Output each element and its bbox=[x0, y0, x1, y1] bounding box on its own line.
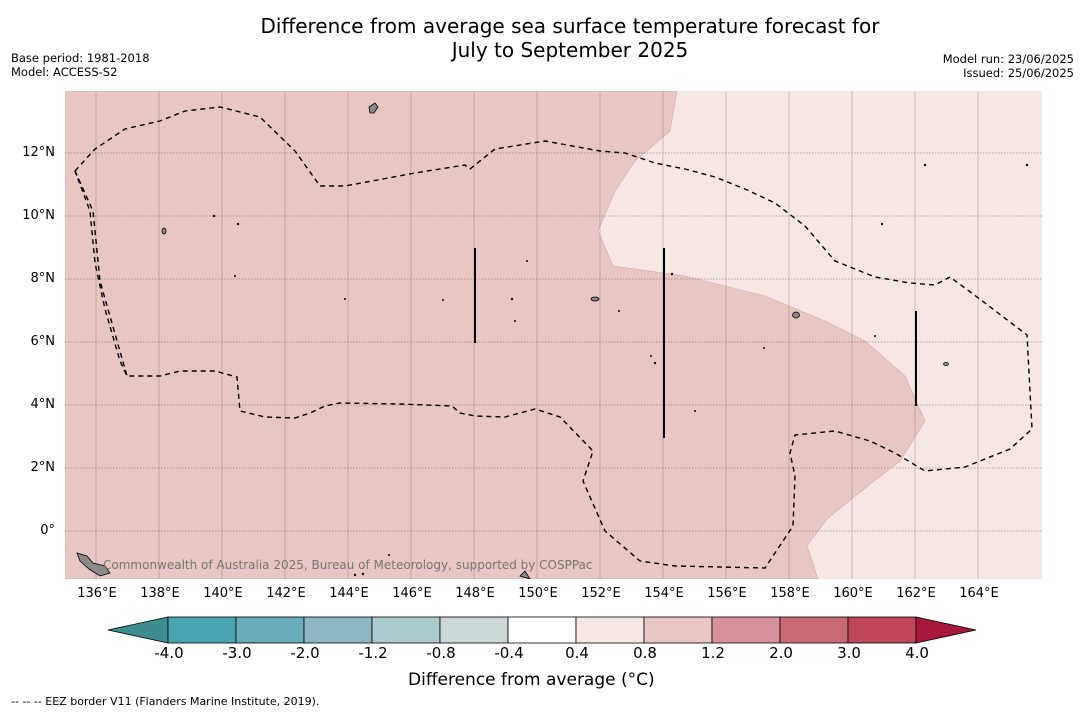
eez-palau-fsm-west bbox=[74, 106, 1033, 569]
lat-label-10n: 10°N bbox=[22, 208, 55, 223]
lon-label-154e: 154°E bbox=[644, 586, 684, 601]
lon-label-152e: 152°E bbox=[581, 586, 621, 601]
colorbar-segment bbox=[643, 616, 713, 644]
colorbar-segment bbox=[371, 616, 441, 644]
title-line-1: Difference from average sea surface temp… bbox=[260, 14, 880, 38]
guam-island bbox=[368, 102, 379, 114]
colorbar-extend-low bbox=[107, 616, 169, 644]
meta-right: Model run: 23/06/2025 Issued: 25/06/2025 bbox=[943, 52, 1074, 80]
colorbar-segment bbox=[439, 616, 509, 644]
lon-label-158e: 158°E bbox=[770, 586, 810, 601]
lon-label-142e: 142°E bbox=[266, 586, 306, 601]
meta-left: Base period: 1981-2018 Model: ACCESS-S2 bbox=[11, 51, 150, 79]
colorbar-tick: 1.2 bbox=[701, 644, 725, 662]
islands bbox=[76, 102, 1029, 579]
lon-label-146e: 146°E bbox=[392, 586, 432, 601]
colorbar-segment bbox=[235, 616, 305, 644]
title-line-2: July to September 2025 bbox=[451, 38, 689, 62]
lon-label-148e: 148°E bbox=[455, 586, 495, 601]
copyright-text: Commonwealth of Australia 2025, Bureau o… bbox=[103, 558, 593, 572]
colorbar-tick: 4.0 bbox=[905, 644, 929, 662]
colorbar-tick: -0.4 bbox=[494, 644, 524, 662]
model-run: Model run: 23/06/2025 bbox=[942, 52, 1074, 66]
colorbar-tick: -0.8 bbox=[426, 644, 456, 662]
colorbar-tick: 2.0 bbox=[769, 644, 793, 662]
lat-label-6n: 6°N bbox=[30, 334, 56, 349]
lon-label-140e: 140°E bbox=[203, 586, 243, 601]
colorbar-tick: -4.0 bbox=[154, 644, 184, 662]
colorbar-segment bbox=[711, 616, 781, 644]
colorbar-segment bbox=[303, 616, 373, 644]
island-kosrae bbox=[943, 362, 949, 366]
lon-label-164e: 164°E bbox=[959, 586, 999, 601]
colorbar-tick: 3.0 bbox=[837, 644, 861, 662]
colorbar-tick: -2.0 bbox=[290, 644, 320, 662]
colorbar-label: Difference from average (°C) bbox=[408, 670, 655, 690]
island-pohnpei bbox=[792, 311, 800, 319]
grid-lat bbox=[65, 152, 1042, 532]
colorbar-segments bbox=[107, 616, 977, 644]
colorbar bbox=[107, 616, 977, 644]
island-yap bbox=[161, 227, 167, 235]
island-new-guinea-north bbox=[76, 552, 111, 577]
lon-label-162e: 162°E bbox=[896, 586, 936, 601]
colorbar-segment bbox=[507, 616, 577, 644]
colorbar-segment bbox=[167, 616, 237, 644]
colorbar-tick: 0.4 bbox=[565, 644, 589, 662]
region-dark bbox=[65, 91, 926, 579]
model-name: Model: ACCESS-S2 bbox=[11, 65, 118, 79]
lat-label-2n: 2°N bbox=[30, 460, 56, 475]
chart-title: Difference from average sea surface temp… bbox=[0, 14, 1085, 62]
colorbar-tick: -3.0 bbox=[222, 644, 252, 662]
lat-label-0: 0° bbox=[40, 523, 55, 538]
lon-label-160e: 160°E bbox=[833, 586, 873, 601]
map-svg bbox=[65, 91, 1042, 579]
issued-date: Issued: 25/06/2025 bbox=[963, 66, 1074, 80]
eez-south-west bbox=[74, 170, 128, 377]
island-manus bbox=[519, 570, 531, 579]
transect-lines bbox=[474, 248, 917, 438]
lat-label-4n: 4°N bbox=[30, 397, 56, 412]
lon-label-136e: 136°E bbox=[77, 586, 117, 601]
island-chuuk bbox=[590, 296, 600, 302]
colorbar-segment bbox=[779, 616, 849, 644]
colorbar-extend-high bbox=[915, 616, 977, 644]
eez-borders bbox=[74, 106, 1033, 569]
colorbar-segment bbox=[847, 616, 917, 644]
grid-lon bbox=[95, 91, 979, 579]
base-period: Base period: 1981-2018 bbox=[11, 51, 150, 65]
colorbar-segment bbox=[575, 616, 645, 644]
colorbar-tick: -1.2 bbox=[358, 644, 388, 662]
lon-label-150e: 150°E bbox=[518, 586, 558, 601]
lat-label-12n: 12°N bbox=[22, 145, 55, 160]
footnote: -- -- -- EEZ border V11 (Flanders Marine… bbox=[11, 695, 320, 708]
lon-label-144e: 144°E bbox=[329, 586, 369, 601]
lat-label-8n: 8°N bbox=[30, 271, 56, 286]
map-panel bbox=[65, 91, 1042, 579]
lon-label-138e: 138°E bbox=[140, 586, 180, 601]
colorbar-tick: 0.8 bbox=[633, 644, 657, 662]
lon-label-156e: 156°E bbox=[707, 586, 747, 601]
